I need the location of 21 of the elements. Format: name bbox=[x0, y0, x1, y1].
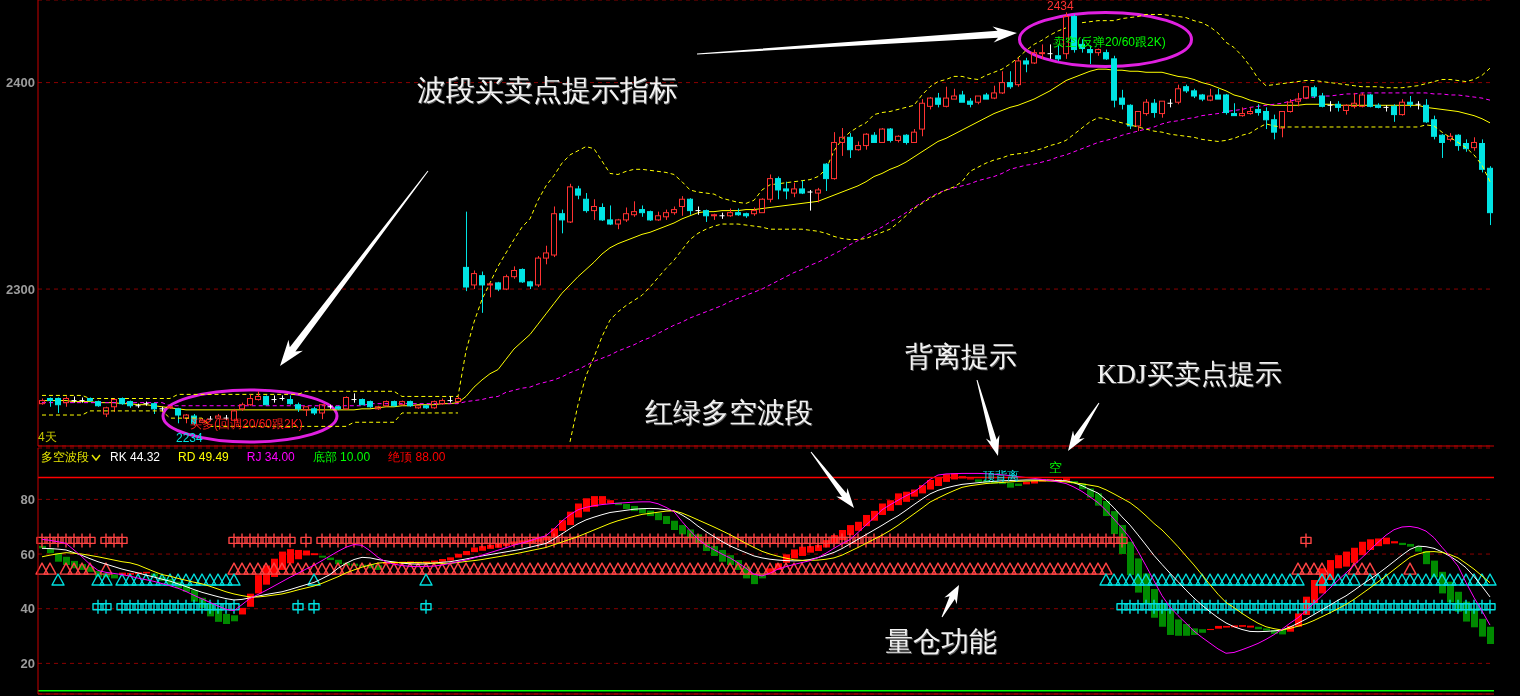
text: RK 44.32 bbox=[110, 450, 161, 464]
annotation: 背离提示 bbox=[905, 341, 1017, 372]
y-tick-label: 2300 bbox=[6, 281, 35, 297]
annotation: 2234 bbox=[176, 431, 203, 445]
annotation: 2434 bbox=[1047, 0, 1074, 13]
y-tick-label: 2400 bbox=[6, 75, 35, 91]
y-tick-label: 80 bbox=[20, 492, 35, 507]
text: RD 49.49 bbox=[178, 450, 229, 464]
annotation: KDJ买卖点提示 bbox=[1097, 359, 1282, 389]
y-tick-label: 40 bbox=[20, 601, 35, 617]
y-tick-label: 20 bbox=[20, 656, 35, 671]
annotation: 空 bbox=[1049, 460, 1062, 475]
ref-line-label: 绝顶 88.00 bbox=[388, 450, 446, 464]
annotation: 4天 bbox=[38, 430, 57, 444]
text: RJ 34.00 bbox=[246, 450, 295, 464]
y-tick-label: 60 bbox=[20, 546, 35, 562]
annotation: 红绿多空波段 bbox=[645, 397, 813, 428]
annotation: 量仓功能 bbox=[885, 626, 997, 657]
ref-line-label: 底部 10.00 bbox=[312, 450, 371, 464]
annotation: 波段买卖点提示指标 bbox=[417, 74, 678, 106]
chart-title: 多空波段 bbox=[41, 450, 89, 464]
